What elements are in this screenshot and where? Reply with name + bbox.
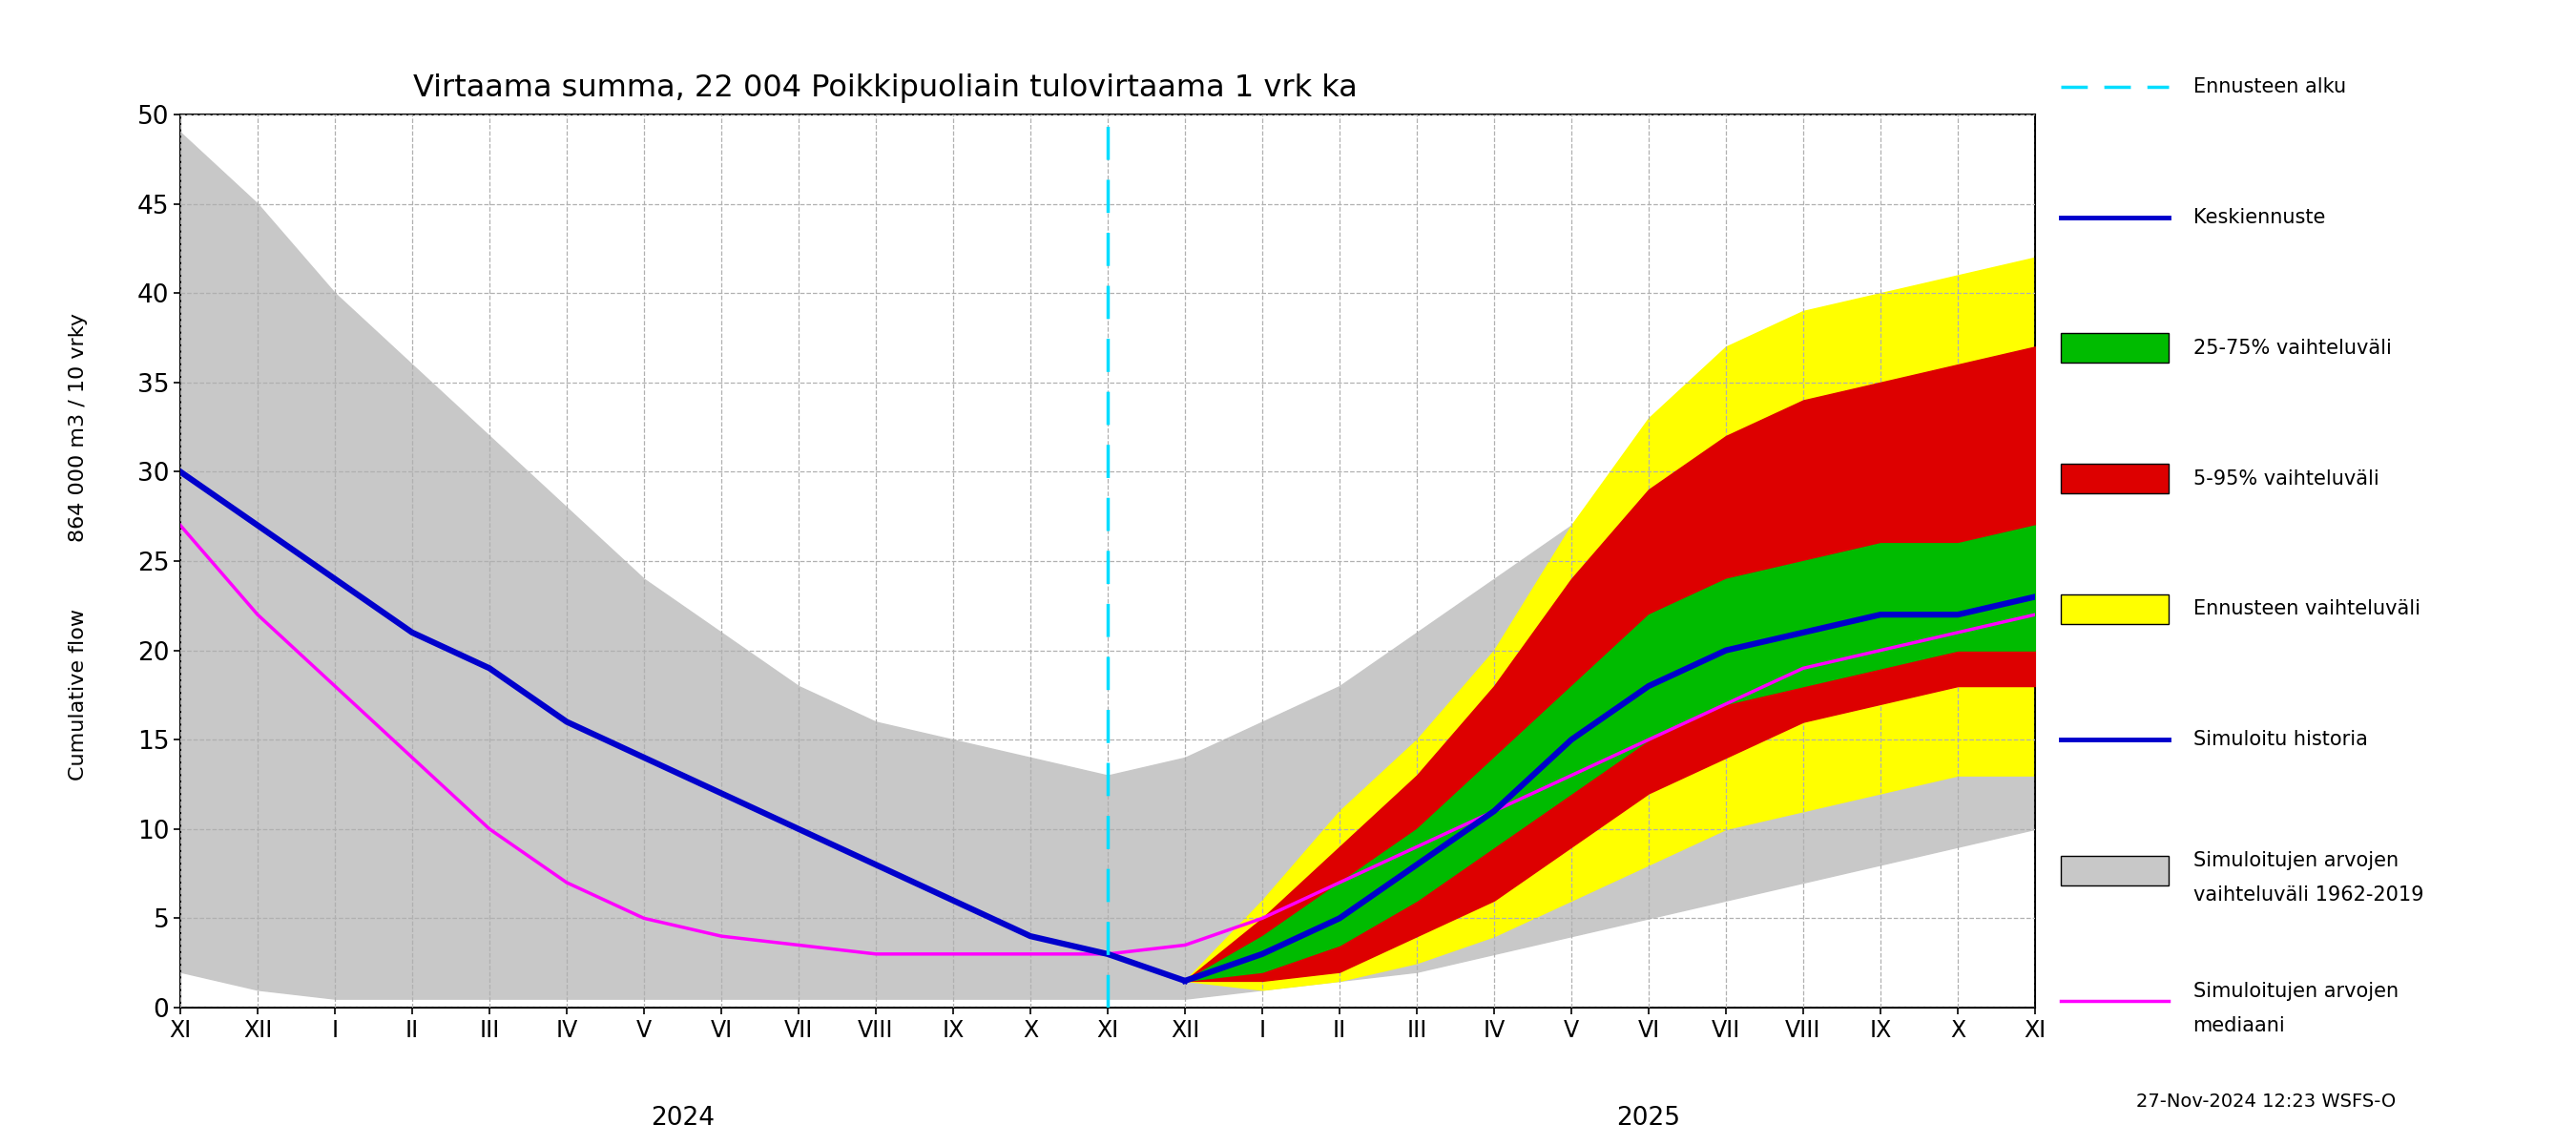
Text: mediaani: mediaani xyxy=(2192,1016,2285,1035)
Text: Ennusteen vaihteluväli: Ennusteen vaihteluväli xyxy=(2192,600,2419,618)
Text: Ennusteen alku: Ennusteen alku xyxy=(2192,77,2347,96)
Text: Simuloitujen arvojen: Simuloitujen arvojen xyxy=(2192,982,2398,1001)
Text: 2025: 2025 xyxy=(1618,1106,1680,1130)
FancyBboxPatch shape xyxy=(2061,464,2169,493)
Text: Simuloitu historia: Simuloitu historia xyxy=(2192,731,2367,750)
Text: vaihteluväli 1962-2019: vaihteluväli 1962-2019 xyxy=(2192,885,2424,905)
Title: Virtaama summa, 22 004 Poikkipuoliain tulovirtaama 1 vrk ka: Virtaama summa, 22 004 Poikkipuoliain tu… xyxy=(412,73,1358,103)
Text: Simuloitujen arvojen: Simuloitujen arvojen xyxy=(2192,852,2398,870)
Text: 2024: 2024 xyxy=(652,1106,714,1130)
Text: 864 000 m3 / 10 vrky: 864 000 m3 / 10 vrky xyxy=(70,313,88,542)
FancyBboxPatch shape xyxy=(2061,856,2169,885)
Text: 27-Nov-2024 12:23 WSFS-O: 27-Nov-2024 12:23 WSFS-O xyxy=(2136,1092,2396,1111)
Text: Cumulative flow: Cumulative flow xyxy=(70,609,88,781)
FancyBboxPatch shape xyxy=(2061,594,2169,624)
Text: Keskiennuste: Keskiennuste xyxy=(2192,207,2326,227)
Text: 25-75% vaihteluväli: 25-75% vaihteluväli xyxy=(2192,338,2391,357)
Text: 5-95% vaihteluväli: 5-95% vaihteluväli xyxy=(2192,469,2378,488)
FancyBboxPatch shape xyxy=(2061,333,2169,363)
